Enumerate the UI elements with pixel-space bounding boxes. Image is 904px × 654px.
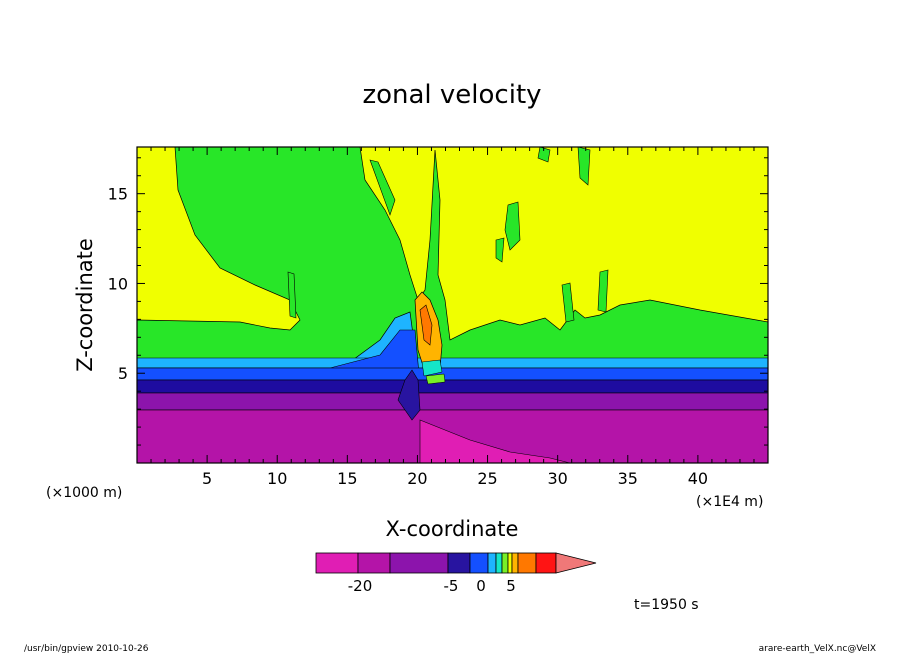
streak-4 xyxy=(495,237,505,263)
y-axis-label: Z-coordinate xyxy=(73,238,97,372)
x-tick-label: 20 xyxy=(407,469,427,488)
x-axis-ticks: 5 10 15 20 25 30 35 40 xyxy=(150,147,755,488)
streak-5 xyxy=(287,271,297,319)
y-tick-label: 15 xyxy=(108,185,128,204)
x-tick-label: 35 xyxy=(618,469,638,488)
colorbar-label: -5 xyxy=(444,577,459,595)
region-pink-wake xyxy=(419,419,571,463)
x-tick-label: 40 xyxy=(688,469,708,488)
colorbar-extend xyxy=(555,552,597,574)
y-axis-ticks: 5 10 15 xyxy=(108,157,768,446)
x-tick-label: 15 xyxy=(337,469,357,488)
y-tick-label: 10 xyxy=(108,274,128,293)
x-tick-label: 10 xyxy=(267,469,287,488)
streak-1 xyxy=(537,147,551,163)
colorbar-swatch xyxy=(511,552,519,574)
colorbar-labels: -20 -5 0 5 xyxy=(348,577,516,595)
colorbar xyxy=(315,552,597,574)
time-label: t=1950 s xyxy=(634,597,699,613)
colorbar-swatch xyxy=(501,552,509,574)
x-axis-label: X-coordinate xyxy=(386,517,519,541)
colorbar-swatch xyxy=(469,552,489,574)
colorbar-swatch xyxy=(357,552,391,574)
colorbar-swatch xyxy=(389,552,449,574)
wave-dark xyxy=(397,369,421,421)
plot-frame xyxy=(136,146,769,464)
region-green xyxy=(137,147,768,366)
streak-7 xyxy=(561,282,575,323)
colorbar-label: -20 xyxy=(348,577,373,595)
y-tick-label: 5 xyxy=(118,364,128,383)
chart-title: zonal velocity xyxy=(362,80,541,110)
colorbar-swatch xyxy=(535,552,557,574)
colorbar-swatch xyxy=(507,552,513,574)
colorbar-swatch xyxy=(447,552,471,574)
footer-left: /usr/bin/gpview 2010-10-26 xyxy=(24,644,149,654)
x-tick-label: 5 xyxy=(202,469,212,488)
footer-right: arare-earth_VelX.nc@VelX xyxy=(759,644,876,654)
band-cyan xyxy=(137,357,768,369)
region-dark-orange xyxy=(419,304,433,346)
colorbar-label: 5 xyxy=(506,577,516,595)
region-lime xyxy=(425,373,446,385)
region-teal xyxy=(421,359,443,377)
colorbar-label: 0 xyxy=(476,577,486,595)
streak-6 xyxy=(369,159,396,216)
band-navy xyxy=(137,379,768,394)
streak-8 xyxy=(597,269,609,313)
x-tick-label: 25 xyxy=(477,469,497,488)
plot-field xyxy=(137,147,768,463)
colorbar-swatch xyxy=(517,552,537,574)
colorbar-swatch xyxy=(495,552,503,574)
band-blue xyxy=(137,367,768,381)
streak-3 xyxy=(504,201,521,251)
x-unit-left: (×1000 m) xyxy=(46,485,122,501)
colorbar-swatch xyxy=(315,552,359,574)
x-tick-label: 30 xyxy=(547,469,567,488)
band-purple xyxy=(137,392,768,411)
x-unit-right: (×1E4 m) xyxy=(696,494,763,510)
colorbar-swatch xyxy=(487,552,497,574)
